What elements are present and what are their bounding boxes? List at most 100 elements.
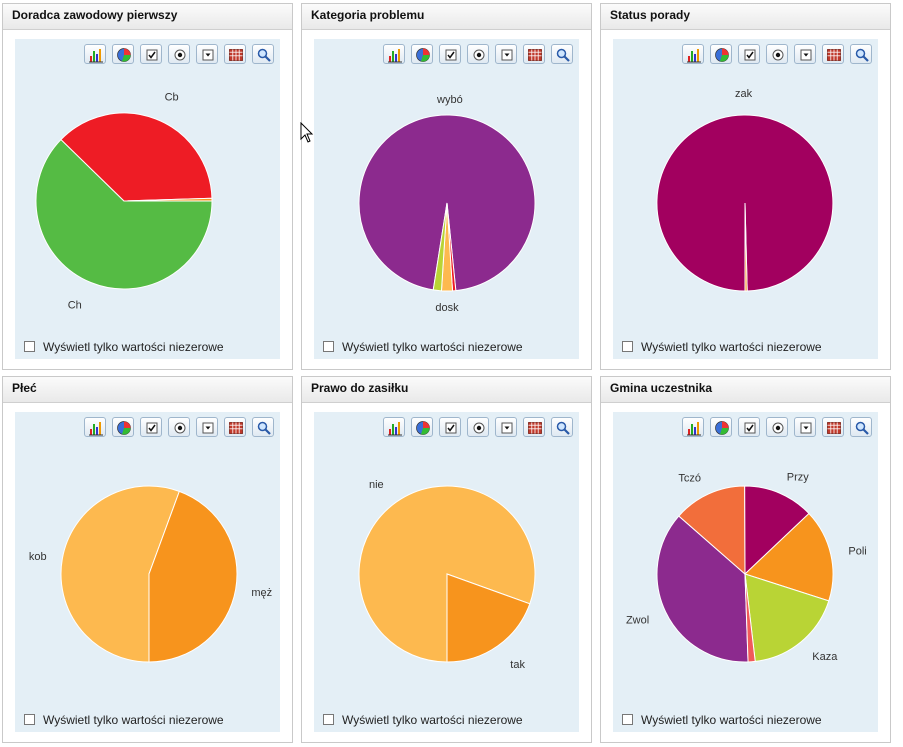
dropdown-button[interactable]	[495, 417, 517, 437]
nonzero-option[interactable]: Wyświetl tylko wartości niezerowe	[24, 712, 224, 728]
checkbox-button[interactable]	[738, 417, 760, 437]
dropdown-button[interactable]	[196, 417, 218, 437]
nonzero-option[interactable]: Wyświetl tylko wartości niezerowe	[622, 339, 822, 355]
nonzero-checkbox[interactable]	[622, 341, 633, 352]
bar-chart-button[interactable]	[682, 44, 704, 64]
pie-slice[interactable]	[744, 573, 830, 662]
pie-chart-button[interactable]	[710, 44, 732, 64]
table-button[interactable]	[224, 417, 246, 437]
nonzero-label: Wyświetl tylko wartości niezerowe	[641, 340, 822, 354]
checkbox-button[interactable]	[140, 44, 162, 64]
pie-chart-icon	[416, 421, 430, 435]
pie-chart: zak	[656, 88, 834, 292]
radio-icon	[772, 49, 784, 61]
panel-title: Prawo do zasiłku	[302, 377, 591, 403]
panel-zasilek: Prawo do zasiłku nie tak Wyświetl tylko w…	[301, 376, 592, 743]
nonzero-checkbox[interactable]	[323, 714, 334, 725]
table-button[interactable]	[523, 44, 545, 64]
pie-chart: wybó dosk	[358, 94, 536, 314]
zoom-icon	[257, 421, 271, 435]
nonzero-checkbox[interactable]	[622, 714, 633, 725]
chart-toolbar	[377, 44, 573, 66]
pie-chart-button[interactable]	[710, 417, 732, 437]
bar-chart-icon	[388, 49, 402, 63]
radio-icon	[473, 422, 485, 434]
pie-slice[interactable]	[744, 573, 756, 663]
chart-area: nie tak Wyświetl tylko wartości niezerowe	[314, 412, 579, 732]
checkbox-button[interactable]	[738, 44, 760, 64]
bar-chart-button[interactable]	[682, 417, 704, 437]
bar-chart-icon	[388, 422, 402, 436]
nonzero-option[interactable]: Wyświetl tylko wartości niezerowe	[622, 712, 822, 728]
table-button[interactable]	[224, 44, 246, 64]
pie-slice[interactable]	[35, 138, 213, 290]
radio-button[interactable]	[168, 417, 190, 437]
pie-slice[interactable]	[744, 202, 748, 292]
pie-chart-button[interactable]	[411, 44, 433, 64]
dropdown-button[interactable]	[196, 44, 218, 64]
pie-slice[interactable]	[744, 512, 834, 602]
nonzero-option[interactable]: Wyświetl tylko wartości niezerowe	[24, 339, 224, 355]
zoom-button[interactable]	[551, 44, 573, 64]
chart-area: Ch Cb Wyświetl tylko wartości niezerowe	[15, 39, 280, 359]
panel-plec: Płeć kob męż Wyświetl tylko wartości niez…	[2, 376, 293, 743]
zoom-button[interactable]	[850, 417, 872, 437]
pie-slice[interactable]	[123, 197, 213, 202]
pie-chart-button[interactable]	[112, 44, 134, 64]
bar-chart-icon	[687, 422, 701, 436]
checkbox-button[interactable]	[439, 417, 461, 437]
slice-label: tak	[510, 659, 525, 671]
pie-slice[interactable]	[446, 573, 531, 663]
nonzero-checkbox[interactable]	[24, 341, 35, 352]
table-button[interactable]	[822, 417, 844, 437]
pie-chart: Ch Cb	[35, 92, 213, 312]
zoom-button[interactable]	[252, 44, 274, 64]
bar-chart-button[interactable]	[383, 417, 405, 437]
table-button[interactable]	[523, 417, 545, 437]
nonzero-label: Wyświetl tylko wartości niezerowe	[641, 713, 822, 727]
nonzero-option[interactable]: Wyświetl tylko wartości niezerowe	[323, 712, 523, 728]
table-icon	[827, 49, 841, 61]
dropdown-button[interactable]	[495, 44, 517, 64]
radio-button[interactable]	[467, 44, 489, 64]
table-icon	[528, 422, 542, 434]
pie-slice[interactable]	[358, 485, 536, 663]
chart-toolbar	[676, 44, 872, 66]
nonzero-option[interactable]: Wyświetl tylko wartości niezerowe	[323, 339, 523, 355]
checkbox-button[interactable]	[140, 417, 162, 437]
dropdown-button[interactable]	[794, 44, 816, 64]
radio-button[interactable]	[168, 44, 190, 64]
pie-slice[interactable]	[678, 485, 746, 576]
nonzero-checkbox[interactable]	[24, 714, 35, 725]
zoom-button[interactable]	[252, 417, 274, 437]
pie-slice[interactable]	[358, 114, 536, 292]
pie-slice[interactable]	[60, 112, 213, 202]
pie-slice[interactable]	[656, 515, 749, 663]
bar-chart-icon	[687, 49, 701, 63]
pie-chart-button[interactable]	[411, 417, 433, 437]
pie-slice[interactable]	[432, 202, 448, 292]
bar-chart-button[interactable]	[84, 417, 106, 437]
slice-label: Poli	[848, 546, 866, 558]
chart-area: zak Wyświetl tylko wartości niezerowe	[613, 39, 878, 359]
zoom-button[interactable]	[551, 417, 573, 437]
chart-toolbar	[78, 44, 274, 66]
pie-chart: Zwol Tczó Przy Poli Kaza	[626, 472, 867, 663]
table-button[interactable]	[822, 44, 844, 64]
pie-chart-button[interactable]	[112, 417, 134, 437]
dropdown-button[interactable]	[794, 417, 816, 437]
bar-chart-button[interactable]	[383, 44, 405, 64]
zoom-button[interactable]	[850, 44, 872, 64]
nonzero-checkbox[interactable]	[323, 341, 334, 352]
pie-slice[interactable]	[148, 490, 238, 663]
checkbox-button[interactable]	[439, 44, 461, 64]
radio-button[interactable]	[766, 44, 788, 64]
radio-button[interactable]	[766, 417, 788, 437]
radio-button[interactable]	[467, 417, 489, 437]
bar-chart-button[interactable]	[84, 44, 106, 64]
panel-kategoria: Kategoria problemu wybó dosk Wyświetl tyl…	[301, 3, 592, 370]
dropdown-icon	[202, 422, 214, 434]
pie-slice[interactable]	[60, 485, 180, 663]
pie-slice[interactable]	[744, 485, 810, 576]
checkbox-icon	[445, 422, 457, 434]
